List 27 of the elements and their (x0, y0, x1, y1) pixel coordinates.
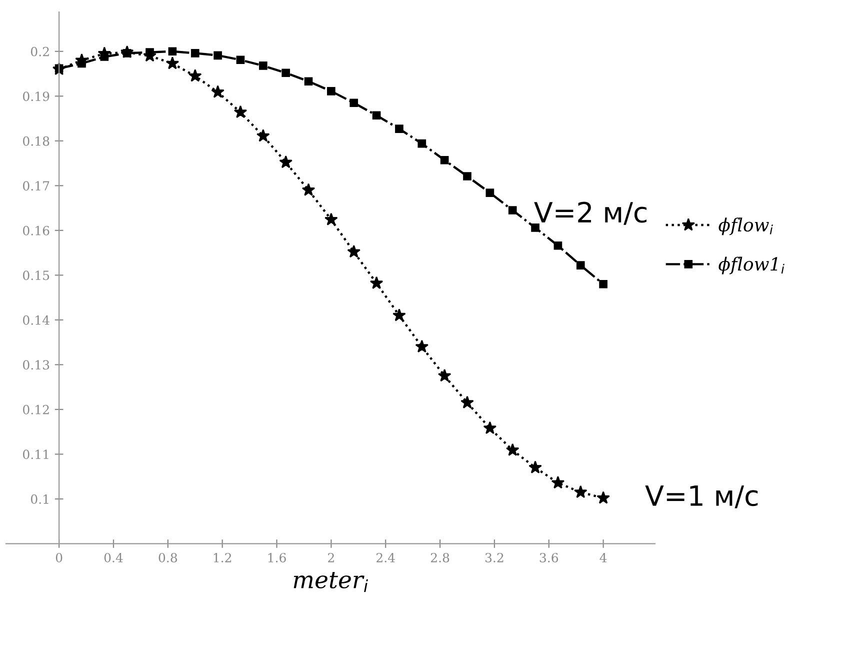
y-tick-label: 0.17 (23, 181, 50, 191)
annotation: V=1 м/с (645, 485, 758, 508)
x-tick-label: 1.2 (214, 552, 232, 562)
x-tick-label: 2.4 (376, 552, 395, 562)
x-tick-label: 3.2 (485, 552, 504, 562)
y-tick-label: 0.16 (23, 226, 50, 236)
y-tick-label: 0.15 (23, 270, 50, 280)
x-tick-label: 0.4 (104, 552, 123, 562)
x-tick-label: 0.8 (158, 552, 178, 562)
x-tick-label: 1.6 (268, 552, 286, 562)
x-tick-label: 2 (328, 552, 334, 562)
y-tick-label: 0.1 (30, 494, 48, 504)
x-tick-label: 3.6 (540, 552, 558, 562)
y-tick-label: 0.2 (30, 46, 49, 56)
y-tick-label: 0.11 (23, 450, 48, 460)
y-tick-label: 0.19 (23, 92, 50, 102)
y-tick-label: 0.12 (23, 404, 49, 414)
x-tick-label: 4 (600, 552, 607, 562)
legend-label: ϕflow1$_{i}$ (718, 256, 784, 274)
x-tick-label: 0 (56, 552, 62, 562)
y-tick-label: 0.13 (23, 360, 50, 370)
x-tick-label: 2.8 (430, 552, 450, 562)
x-axis-title: meter$_{i}$ (294, 572, 368, 592)
y-tick-label: 0.14 (23, 315, 50, 325)
y-tick-label: 0.18 (23, 136, 50, 146)
legend-label: ϕflow$_{i}$ (718, 218, 773, 236)
annotation: V=2 м/с (534, 202, 646, 225)
